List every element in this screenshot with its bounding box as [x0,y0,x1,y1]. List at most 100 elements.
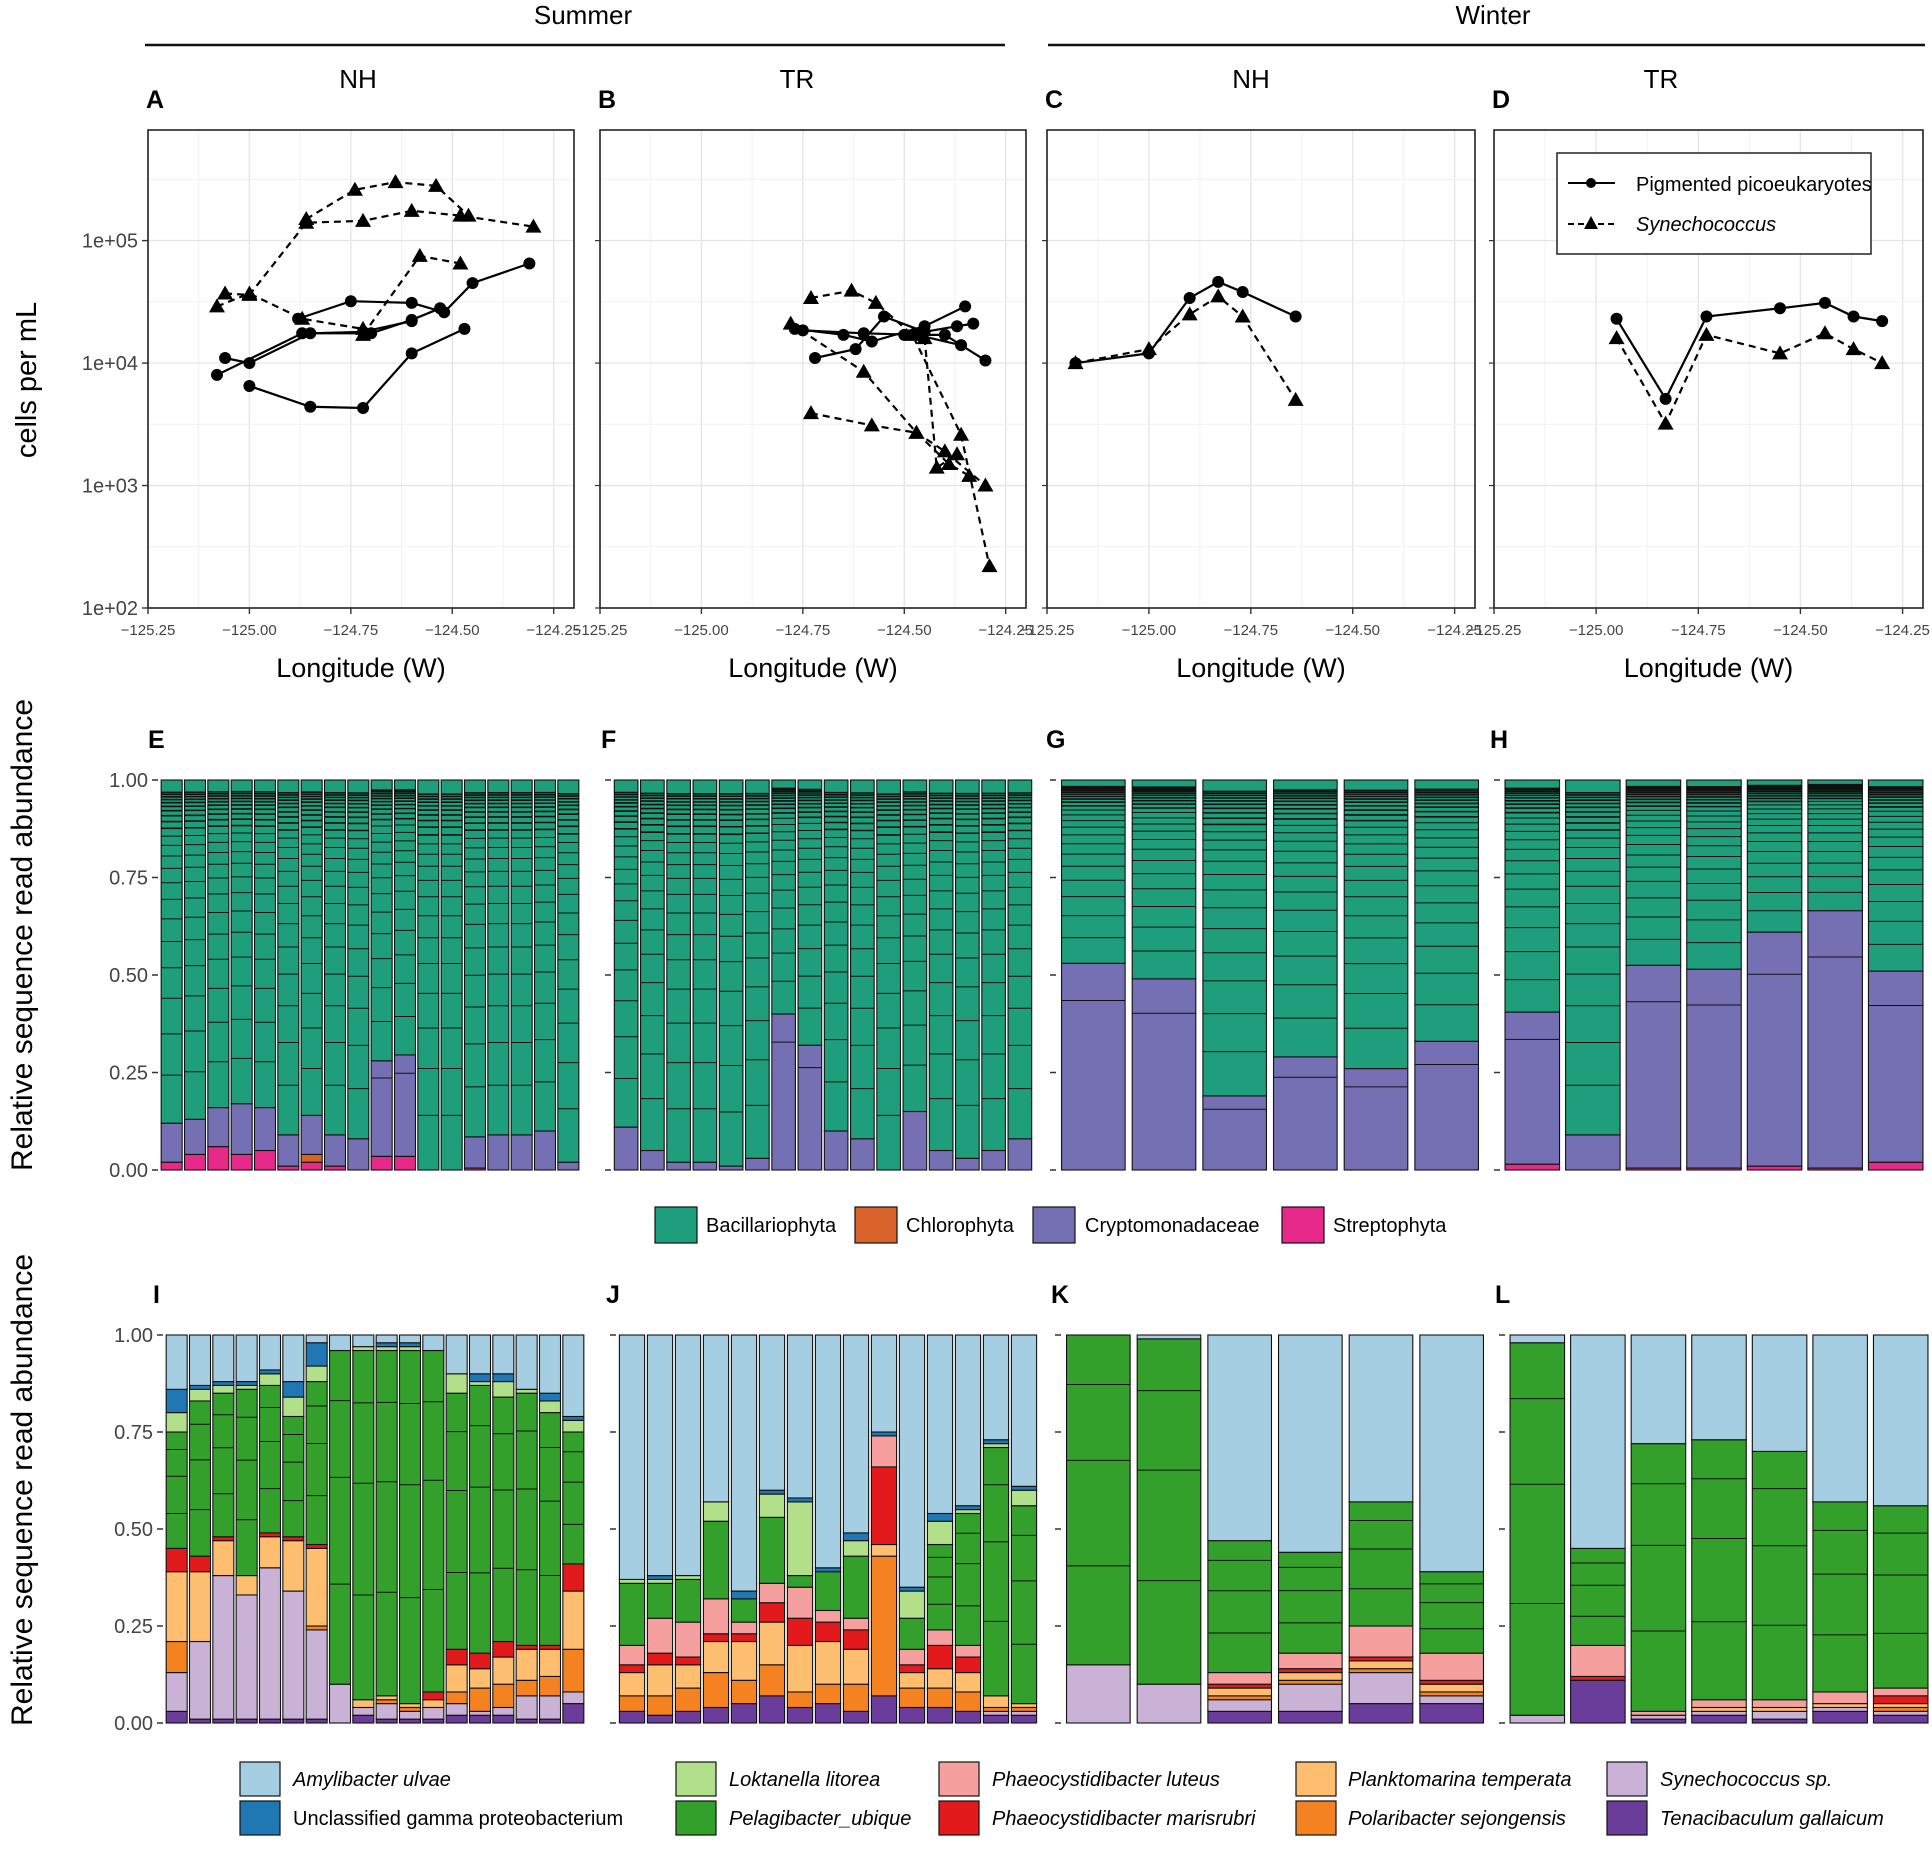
bar-segment [1812,1706,1868,1712]
bar-segment [1065,1334,1131,1666]
stacked-bar [160,779,183,1171]
synechococcus-point [387,174,404,189]
bar-segment [786,1617,814,1646]
bar-segment [1010,1485,1038,1491]
euk-legend-key-chlorophyta [854,1206,898,1244]
synechococcus-point [782,315,799,330]
bar-segment [1867,1161,1924,1171]
stacked-bar [1136,1334,1202,1724]
bar-segment [1277,1668,1343,1674]
bar-segment [165,1640,188,1674]
bar-segment [674,1710,702,1724]
bar-segment [510,1134,533,1171]
bar-segment [718,1165,744,1171]
stacked-bar [440,779,463,1171]
bar-segment [277,779,300,1136]
bar-segment [300,1114,323,1155]
synechococcus-point [1287,391,1304,406]
line-panels: −125.25 −125.00 −124.75 −124.50 −124.25 Longi… [82,86,1930,683]
bar-segment [745,1157,770,1171]
synechococcus-point [863,417,880,432]
bar-segment [982,1714,1010,1724]
bar-segment [417,779,440,1171]
x-tick-label: −124.75 [324,622,379,639]
stacked-bar [786,1334,814,1724]
bar-segment [398,1710,422,1720]
synechococcus-point [940,455,957,470]
bar-segment [445,1664,468,1693]
bar-segment [814,1334,842,1569]
bar-segment [823,1130,849,1171]
legend-key-point-pico [1586,178,1596,188]
picoeukaryote-point [1774,302,1786,315]
picoeukaryote-point [849,343,862,356]
bar-segment [702,1334,730,1503]
bar-segment [1691,1699,1747,1709]
bar-segment [375,1346,398,1352]
bar-segment [538,1334,562,1394]
stacked-bar [1207,1334,1273,1724]
picoeukaryote-point [1818,296,1831,309]
y-tick-label: 0.75 [109,868,148,890]
bar-segment [188,1334,212,1386]
picoeukaryote-point [979,354,992,367]
x-tick-label: −124.25 [526,622,581,639]
bar-segment [212,1536,235,1542]
bar-segment [235,1594,258,1720]
stacked-bar [370,779,393,1171]
bar-segment [258,1532,282,1538]
bar-segment [1872,1695,1929,1705]
stacked-bar [1343,779,1409,1171]
bar-segment [562,1563,585,1592]
bar-segment [1504,1011,1561,1165]
stacked-bar [1509,1334,1566,1724]
bar-segment [515,1644,538,1650]
x-axis-title: Longitude (W) [276,653,446,683]
bar-segment [898,1687,926,1709]
bact-legend-label: Pelagibacter_ubique [729,1808,911,1830]
bar-segment [440,779,463,1171]
synechococcus-point [977,477,994,492]
bar-segment [515,1648,538,1681]
bar-segment [1625,964,1682,1169]
bar-segment [797,779,823,1046]
bar-segment [1872,1505,1929,1689]
season-label-summer: Summer [534,0,633,30]
bar-segment [160,1161,183,1171]
synechococcus-point [843,282,860,297]
panel-letter: H [1490,726,1508,754]
bar-segment [982,1443,1010,1449]
bar-segment [1751,1706,1808,1712]
bar-segment [188,1555,212,1573]
stacked-bar [928,779,954,1171]
bar-segment [422,1718,445,1724]
bar-segment [618,1695,646,1712]
bar-segment [1010,1710,1038,1716]
y-tick-label: 0.50 [109,965,148,987]
bar-segment [258,1334,282,1371]
euk-legend-label: Chlorophyta [906,1215,1015,1237]
bar-segment [1277,1334,1343,1553]
bar-segment [562,1415,585,1421]
x-tick-label: −124.75 [776,622,831,639]
stacked-bar [445,1334,468,1724]
bar-segment [870,1334,898,1433]
bar-segment [375,1695,398,1701]
stacked-bar [771,779,796,1171]
bar-segment [1207,1687,1273,1697]
bact-legend-key-luteus [938,1761,980,1797]
bar-segment [398,1346,422,1352]
stacked-bar [183,779,207,1171]
bar-segment [1343,1068,1409,1171]
x-tick-label: −125.00 [1122,622,1177,639]
panel-letter: E [148,726,165,754]
bar-segment [674,1687,702,1712]
stacked-bar [955,779,980,1171]
bar-segment [165,1412,188,1433]
stacked-bar [188,1334,212,1724]
bar-segment [902,779,928,1113]
stacked-bar [814,1334,842,1724]
bar-segment [954,1512,982,1646]
stacked-bar [797,779,823,1171]
synechococcus-point [867,294,884,309]
